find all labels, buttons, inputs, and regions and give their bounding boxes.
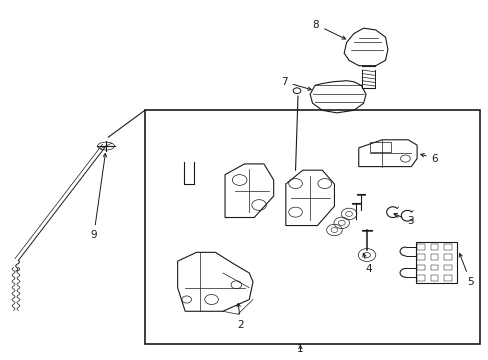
- Text: 2: 2: [237, 303, 244, 330]
- Bar: [443, 265, 451, 270]
- Text: 8: 8: [312, 19, 345, 39]
- Bar: [416, 255, 424, 260]
- Bar: [443, 244, 451, 250]
- Bar: [415, 242, 456, 283]
- Text: 9: 9: [90, 153, 106, 240]
- Bar: [416, 275, 424, 281]
- Text: 3: 3: [393, 213, 413, 226]
- Bar: [430, 265, 437, 270]
- Bar: [416, 265, 424, 270]
- Text: 6: 6: [420, 154, 437, 163]
- Text: 4: 4: [362, 253, 371, 274]
- Bar: [430, 255, 437, 260]
- Text: 5: 5: [458, 253, 473, 287]
- Text: 7: 7: [281, 77, 311, 90]
- Bar: [370, 143, 390, 152]
- Bar: [144, 111, 479, 344]
- Bar: [430, 275, 437, 281]
- Bar: [430, 244, 437, 250]
- Bar: [443, 275, 451, 281]
- Bar: [416, 244, 424, 250]
- Bar: [443, 255, 451, 260]
- Text: 1: 1: [297, 344, 303, 354]
